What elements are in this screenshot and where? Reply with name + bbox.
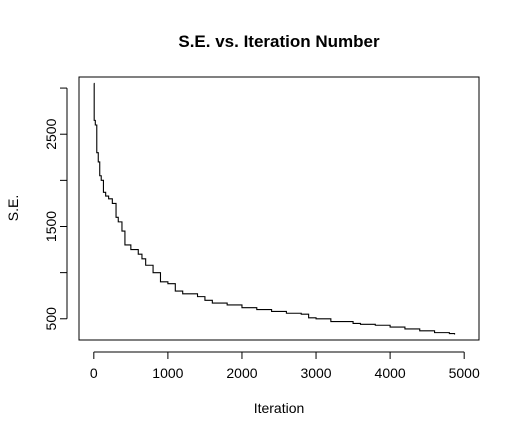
y-tick-label: 1500: [43, 211, 59, 242]
x-tick-label: 0: [90, 365, 98, 381]
x-tick-label: 2000: [226, 365, 257, 381]
chart-title: S.E. vs. Iteration Number: [178, 32, 380, 51]
y-tick-label: 2500: [43, 118, 59, 149]
x-axis-label: Iteration: [254, 400, 305, 416]
x-tick-label: 1000: [152, 365, 183, 381]
y-axis-label: S.E.: [5, 195, 21, 221]
x-axis: 0 1000 2000 3000 4000 5000: [90, 351, 480, 381]
series-layer: [93, 82, 456, 335]
series-line: [93, 82, 456, 335]
plot-frame: [78, 76, 480, 341]
x-tick-label: 4000: [375, 365, 406, 381]
x-tick-label: 3000: [300, 365, 331, 381]
x-tick-label: 5000: [449, 365, 480, 381]
y-tick-label: 500: [43, 307, 59, 331]
y-axis: 500 1500 2500: [43, 87, 68, 331]
